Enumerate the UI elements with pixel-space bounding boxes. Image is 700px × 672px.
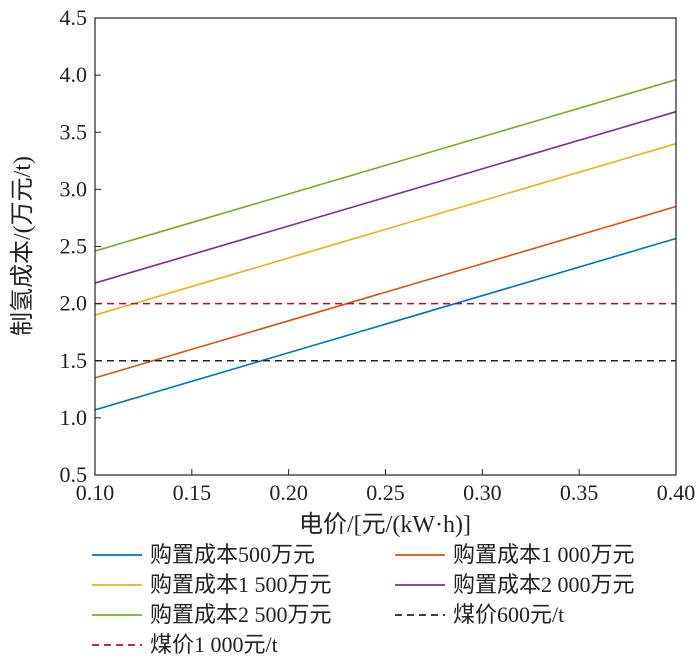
x-tick-label: 0.25 [366, 480, 405, 505]
series-line-0 [94, 237, 677, 411]
series-line-2 [94, 142, 677, 316]
legend-entry: 煤价600元/t [453, 602, 564, 627]
y-tick-label: 4.0 [60, 62, 88, 87]
x-tick-label: 0.30 [463, 480, 502, 505]
series-line-3 [94, 110, 677, 284]
axes-box [94, 17, 677, 476]
series-line-4 [94, 78, 677, 252]
x-tick-label: 0.20 [269, 480, 308, 505]
legend-entry: 购置成本1 500万元 [150, 572, 332, 597]
x-tick-label: 0.40 [657, 480, 696, 505]
y-axis-label: 制氢成本/(万元/t) [9, 156, 36, 336]
plot-area: 0.10 0.15 0.20 0.25 0.30 0.35 0.40 0.5 1.0 1.5 2.0… [60, 5, 696, 505]
y-tick-label: 3.5 [60, 119, 88, 144]
legend-entry: 购置成本2 000万元 [453, 572, 635, 597]
legend-entry: 购置成本2 500万元 [150, 602, 332, 627]
legend-entry: 购置成本500万元 [150, 542, 315, 567]
x-tick-label: 0.10 [76, 480, 115, 505]
y-tick-label: 1.0 [60, 405, 88, 430]
x-axis-label: 电价/[元/(kW·h)] [299, 511, 471, 538]
series-line-1 [94, 205, 677, 379]
x-tick-label: 0.15 [173, 480, 212, 505]
y-tick-label: 4.5 [60, 5, 88, 30]
y-tick-label: 2.5 [60, 234, 88, 259]
y-tick-label: 3.0 [60, 176, 88, 201]
legend-entry: 购置成本1 000万元 [453, 542, 635, 567]
y-tick-label: 1.5 [60, 348, 88, 373]
y-tick-label: 0.5 [60, 462, 88, 487]
legend-entry: 煤价1 000元/t [150, 632, 278, 657]
x-tick-label: 0.35 [560, 480, 599, 505]
y-tick-label: 2.0 [60, 291, 88, 316]
